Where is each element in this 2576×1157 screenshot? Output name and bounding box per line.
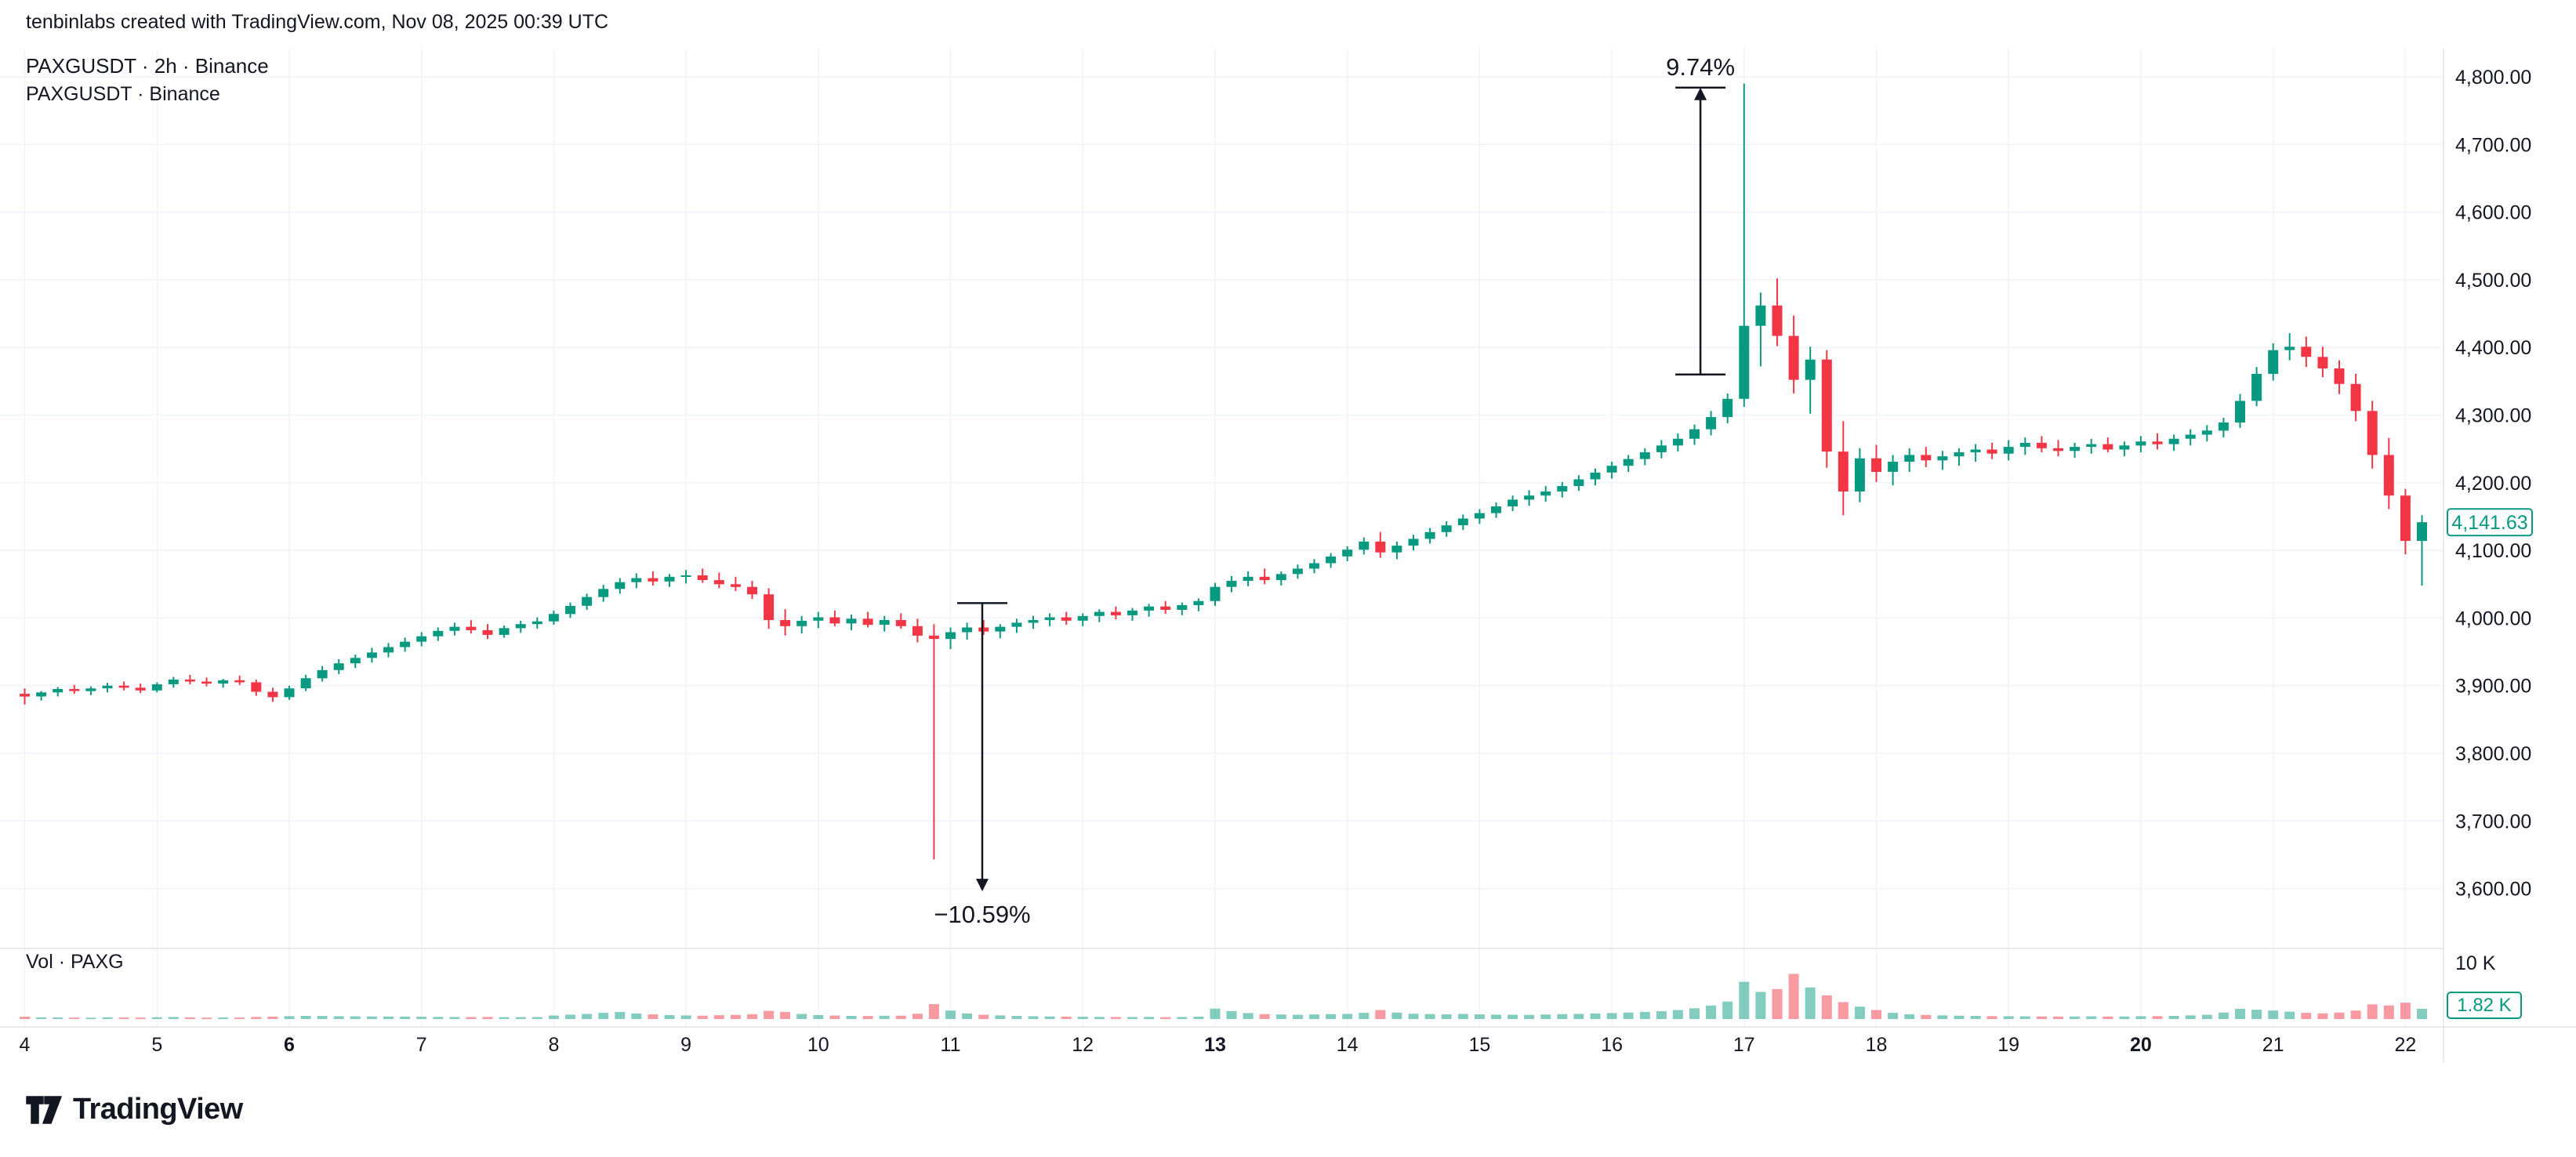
annotation-label: 9.74% [1666,53,1735,81]
chart-legend: PAXGUSDT · 2h · Binance PAXGUSDT · Binan… [26,52,269,108]
footer: TradingView [26,1093,243,1126]
candles [20,83,2427,860]
svg-text:8: 8 [548,1034,559,1056]
svg-text:4,100.00: 4,100.00 [2455,540,2531,562]
svg-text:17: 17 [1733,1034,1755,1056]
svg-text:11: 11 [941,1034,961,1056]
svg-text:6: 6 [284,1034,295,1056]
symbol-title[interactable]: PAXGUSDT · 2h · Binance [26,54,269,78]
svg-text:4,800.00: 4,800.00 [2455,67,2531,89]
price-axis[interactable] [2444,0,2576,1027]
svg-text:4,000.00: 4,000.00 [2455,608,2531,629]
svg-text:3,800.00: 3,800.00 [2455,743,2531,765]
svg-text:12: 12 [1072,1034,1094,1056]
tradingview-logo[interactable]: TradingView [26,1093,243,1126]
svg-text:5: 5 [151,1034,162,1056]
volume-bars [20,974,2427,1019]
svg-text:18: 18 [1866,1034,1888,1056]
svg-text:9: 9 [680,1034,691,1056]
svg-text:4,400.00: 4,400.00 [2455,337,2531,359]
volume-indicator-label[interactable]: Vol · PAXG [26,951,124,973]
last-price-badge: 4,141.63 [2447,508,2533,537]
svg-text:4,600.00: 4,600.00 [2455,202,2531,224]
svg-text:1.82 K: 1.82 K [2457,995,2511,1016]
symbol-subtitle[interactable]: PAXGUSDT · Binance [26,83,220,105]
svg-text:16: 16 [1601,1034,1623,1056]
svg-text:14: 14 [1337,1034,1359,1056]
attribution-text: tenbinlabs created with TradingView.com,… [26,11,609,33]
annotation-label: −10.59% [934,901,1030,928]
svg-text:19: 19 [1997,1034,2019,1056]
price-range-annotation [1675,86,1726,375]
svg-text:21: 21 [2262,1034,2284,1056]
svg-text:3,900.00: 3,900.00 [2455,676,2531,698]
price-axis-labels: 4,800.00 4,700.00 4,600.00 4,500.00 4,400.00… [2455,67,2531,974]
svg-text:20: 20 [2130,1034,2152,1056]
brand-text: TradingView [73,1093,243,1126]
arrowhead-icon [976,879,989,892]
svg-text:15: 15 [1468,1034,1490,1056]
svg-text:3,600.00: 3,600.00 [2455,879,2531,901]
svg-text:7: 7 [416,1034,427,1056]
svg-text:4,300.00: 4,300.00 [2455,405,2531,427]
tradingview-logo-icon [26,1095,62,1124]
grid-lines [0,49,2444,1027]
arrowhead-icon [1694,87,1707,100]
time-axis-labels: 4 5 6 7 8 9 10 11 12 13 14 15 16 17 18 19 20 21 22 [20,1034,2417,1056]
svg-text:4,700.00: 4,700.00 [2455,134,2531,156]
svg-text:4,141.63: 4,141.63 [2451,512,2527,534]
svg-text:22: 22 [2394,1034,2416,1056]
svg-text:10: 10 [807,1034,829,1056]
svg-text:13: 13 [1204,1034,1226,1056]
svg-text:4,200.00: 4,200.00 [2455,473,2531,495]
time-axis[interactable] [0,1028,2576,1066]
chart-area: 9.74% −10.59% 4,800.00 4,700.00 4,600.00 4,50… [0,0,2576,1068]
volume-axis-label: 10 K [2455,952,2496,974]
svg-text:4,500.00: 4,500.00 [2455,270,2531,292]
chart-canvas[interactable]: 9.74% −10.59% 4,800.00 4,700.00 4,600.00 4,50… [0,0,2576,1068]
svg-text:3,700.00: 3,700.00 [2455,811,2531,832]
price-range-annotation [957,602,1007,882]
last-volume-badge: 1.82 K [2447,992,2522,1019]
svg-text:4: 4 [20,1034,31,1056]
